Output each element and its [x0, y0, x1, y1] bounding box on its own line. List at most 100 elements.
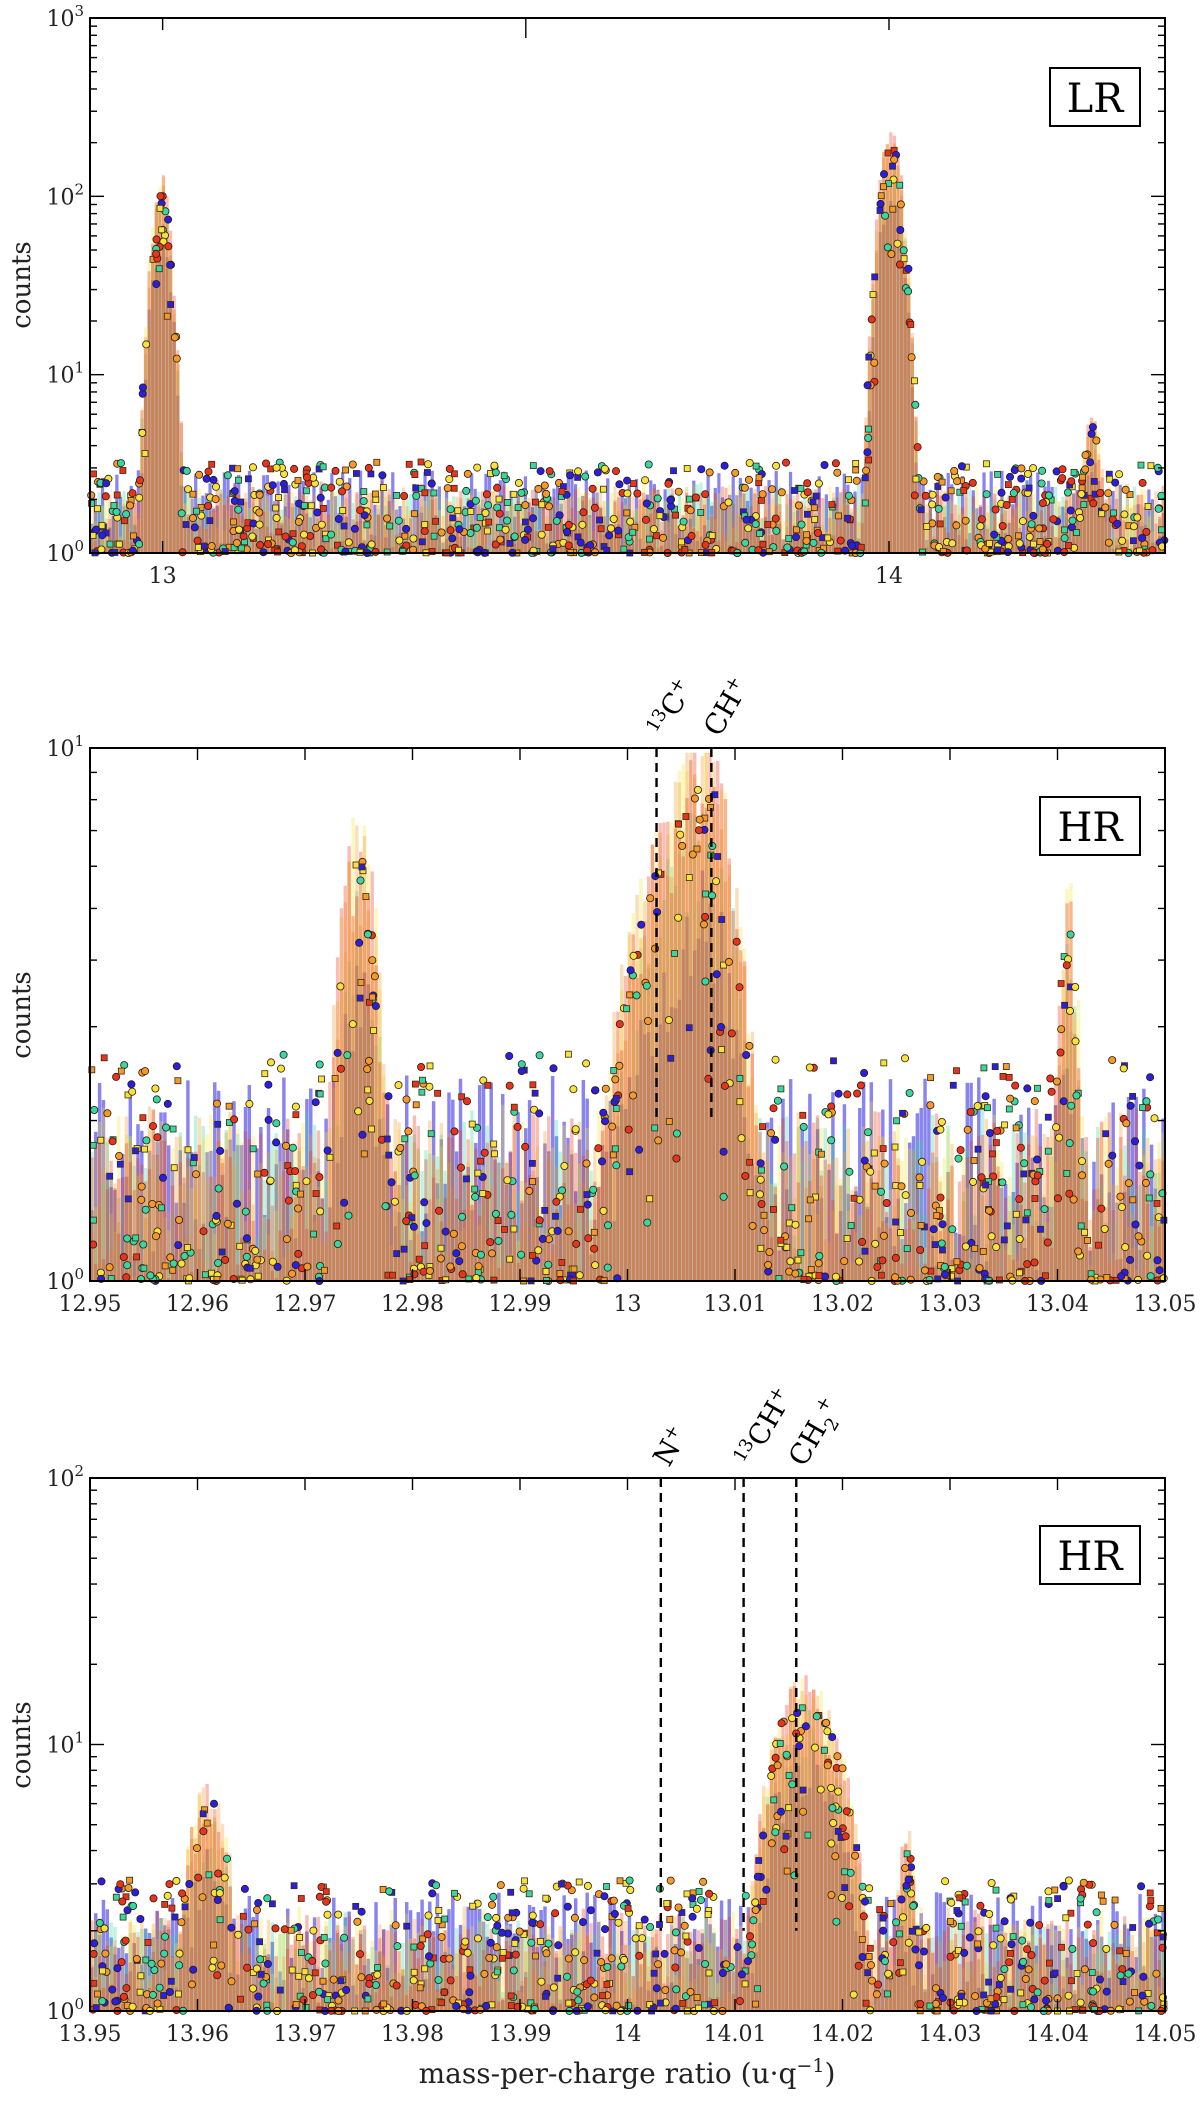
data-point — [344, 538, 353, 547]
data-point — [732, 937, 741, 946]
data-point — [717, 1023, 726, 1032]
histogram-bar — [1118, 542, 1122, 553]
data-point — [719, 1147, 728, 1156]
data-point — [934, 504, 943, 513]
data-point — [906, 1275, 915, 1284]
data-point — [676, 830, 685, 839]
histogram-bar — [226, 513, 230, 553]
histogram-bar — [265, 475, 269, 553]
data-point — [1074, 1247, 1083, 1256]
histogram-bar — [215, 480, 219, 553]
data-point-square — [386, 522, 394, 530]
data-point-square — [501, 1226, 508, 1233]
histogram-bar — [545, 536, 549, 553]
histogram-bar — [935, 510, 940, 553]
data-point — [572, 1239, 581, 1248]
histogram-bar — [394, 535, 398, 553]
data-point — [156, 192, 165, 201]
data-point — [302, 473, 311, 482]
data-point-square — [613, 1095, 620, 1102]
data-point-square — [549, 545, 557, 553]
data-point — [234, 525, 243, 534]
data-point-square — [411, 471, 419, 479]
data-point — [367, 540, 376, 549]
data-point — [517, 488, 526, 497]
data-point — [735, 983, 744, 992]
histogram-bar — [534, 531, 538, 553]
histogram-bar — [857, 504, 861, 553]
data-point — [291, 1261, 300, 1270]
histogram-bar — [520, 1200, 524, 1281]
histogram-bar — [294, 525, 298, 553]
histogram-bar — [272, 501, 277, 553]
data-point — [569, 1085, 578, 1094]
data-point — [961, 1242, 970, 1251]
data-point — [1155, 1266, 1164, 1275]
data-point — [916, 1246, 925, 1255]
data-point-square — [939, 1246, 946, 1254]
histogram-bar — [609, 533, 613, 553]
histogram-bar — [692, 485, 696, 553]
x-tick-label: 14 — [875, 564, 903, 589]
histogram-bar — [704, 807, 708, 1281]
histogram-bar — [595, 502, 599, 553]
data-point — [1065, 1139, 1074, 1148]
histogram-bar — [914, 420, 918, 553]
data-point — [260, 1168, 269, 1177]
data-point — [358, 1130, 367, 1139]
data-point-square — [577, 1205, 584, 1213]
data-point — [311, 1098, 320, 1107]
histogram-bar — [298, 500, 302, 553]
histogram-bar — [873, 1111, 877, 1281]
histogram-bar — [681, 856, 685, 1281]
histogram-bar — [380, 473, 384, 553]
data-point-square — [449, 514, 457, 522]
histogram-bar — [1093, 423, 1097, 553]
data-point — [1121, 485, 1130, 494]
data-point — [985, 1206, 994, 1215]
data-point-square — [514, 504, 522, 512]
histogram-bar — [186, 514, 191, 553]
histogram-bar — [169, 262, 173, 553]
histogram-bar — [591, 497, 596, 553]
histogram-bar — [355, 896, 359, 1281]
data-point — [803, 479, 812, 488]
data-point-square — [927, 1074, 934, 1081]
data-point — [517, 1250, 526, 1259]
histogram-bar — [1089, 417, 1094, 553]
histogram-bar — [735, 541, 739, 553]
data-point — [975, 1264, 984, 1273]
histogram-bar — [559, 500, 563, 553]
data-point-square — [206, 517, 214, 524]
histogram-bar — [656, 489, 660, 553]
histogram-bar — [1032, 516, 1036, 553]
data-point-square — [319, 504, 327, 512]
data-point — [427, 479, 436, 488]
data-point — [590, 503, 599, 512]
data-point-square — [756, 530, 763, 537]
data-point — [802, 536, 811, 545]
histogram-bar — [943, 517, 947, 553]
data-point — [199, 1227, 208, 1236]
histogram-bar — [900, 208, 904, 553]
x-tick-label: 13.03 — [919, 1292, 982, 1317]
histogram-bar — [650, 844, 655, 1281]
data-point-square — [1110, 509, 1117, 517]
data-point — [899, 246, 908, 255]
histogram-bar — [443, 1197, 447, 1281]
data-point-square — [214, 1120, 222, 1128]
data-point — [1025, 532, 1034, 541]
data-point-square — [360, 488, 368, 496]
data-point-square — [434, 1089, 442, 1097]
data-point-square — [208, 460, 216, 468]
histogram-bar — [728, 484, 732, 553]
histogram-bar — [702, 504, 707, 553]
histogram-bar — [735, 530, 739, 553]
data-point — [445, 464, 454, 473]
data-point-square — [1065, 542, 1072, 549]
data-point-square — [785, 1219, 793, 1227]
data-point — [591, 1086, 600, 1095]
data-point — [513, 1122, 522, 1131]
data-point — [402, 524, 411, 533]
histogram-bar — [1000, 1237, 1004, 1281]
